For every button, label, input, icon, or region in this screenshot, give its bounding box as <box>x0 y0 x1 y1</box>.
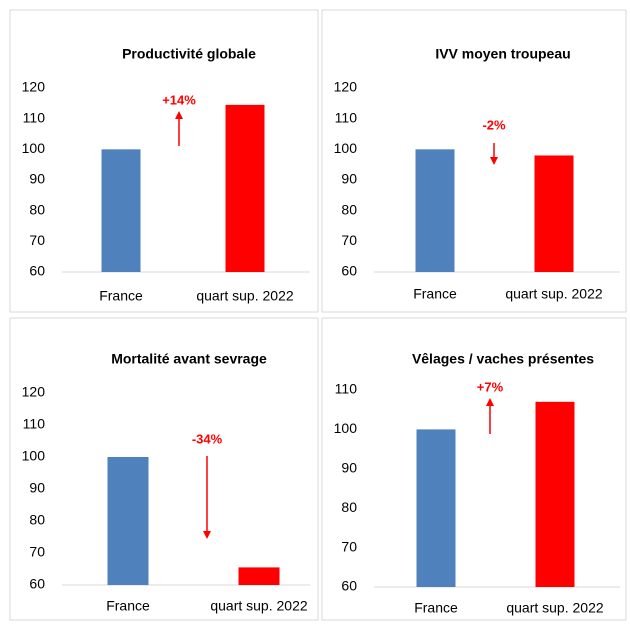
x-tick-label: France <box>414 600 458 616</box>
annotation: +14% <box>162 92 196 107</box>
y-tick-label: 120 <box>22 79 46 95</box>
panel <box>9 9 319 313</box>
panel <box>321 9 627 313</box>
y-tick-label: 60 <box>341 578 357 594</box>
y-tick-label: 80 <box>341 499 357 515</box>
y-tick-label: 110 <box>23 416 46 432</box>
y-tick-label: 100 <box>22 448 46 464</box>
y-tick-label: 120 <box>334 79 358 95</box>
y-tick-label: 110 <box>335 381 358 397</box>
panel <box>9 317 319 621</box>
bar <box>416 429 456 587</box>
y-tick-label: 90 <box>29 171 45 187</box>
y-tick-label: 60 <box>29 263 45 279</box>
bar <box>101 149 141 272</box>
y-tick-label: 100 <box>22 140 46 156</box>
y-tick-label: 100 <box>334 420 358 436</box>
annotation: +7% <box>477 379 504 394</box>
x-tick-label: France <box>413 286 457 302</box>
bar <box>225 104 265 272</box>
x-tick-label: quart sup. 2022 <box>210 598 308 614</box>
x-tick-label: France <box>106 598 150 614</box>
y-tick-label: 110 <box>335 109 358 125</box>
annotation: -34% <box>192 431 223 446</box>
x-tick-label: quart sup. 2022 <box>506 600 604 616</box>
y-tick-label: 90 <box>341 460 357 476</box>
x-tick-label: quart sup. 2022 <box>196 288 294 304</box>
y-tick-label: 80 <box>29 512 45 528</box>
y-tick-label: 90 <box>29 480 45 496</box>
annotation: -2% <box>482 117 506 132</box>
y-tick-label: 70 <box>29 232 45 248</box>
y-tick-label: 100 <box>334 140 358 156</box>
chart-title: Mortalité avant sevrage <box>111 351 267 367</box>
chart-title: Vêlages / vaches présentes <box>412 351 594 367</box>
bar <box>238 567 280 585</box>
y-tick-label: 120 <box>22 384 46 400</box>
y-tick-label: 80 <box>341 201 357 217</box>
x-tick-label: quart sup. 2022 <box>505 286 603 302</box>
chart-title: Productivité globale <box>122 46 256 62</box>
bar <box>415 149 455 272</box>
bar <box>534 155 574 272</box>
y-tick-label: 70 <box>341 232 357 248</box>
chart-title: IVV moyen troupeau <box>435 46 570 62</box>
x-tick-label: France <box>99 288 143 304</box>
bar <box>107 457 149 585</box>
y-tick-label: 80 <box>29 201 45 217</box>
panel <box>321 317 627 621</box>
y-tick-label: 90 <box>341 171 357 187</box>
y-tick-label: 70 <box>29 544 45 560</box>
y-tick-label: 110 <box>23 109 46 125</box>
bar <box>535 401 575 587</box>
y-tick-label: 60 <box>341 263 357 279</box>
y-tick-label: 70 <box>341 538 357 554</box>
y-tick-label: 60 <box>29 576 45 592</box>
